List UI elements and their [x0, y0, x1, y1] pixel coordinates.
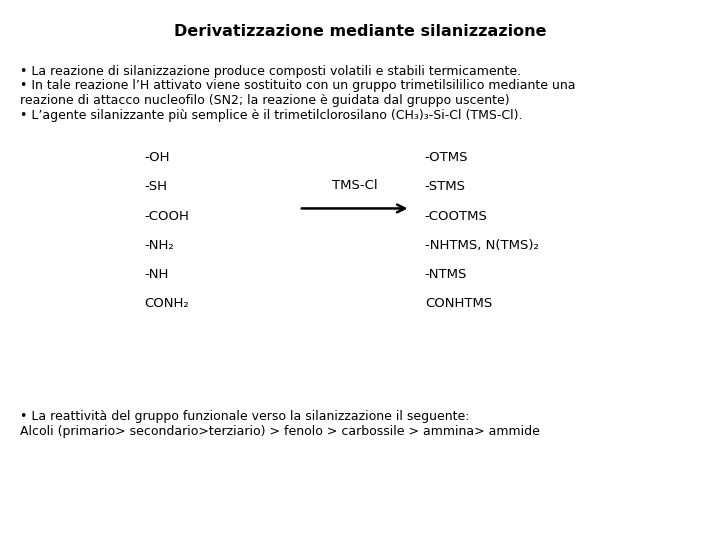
Text: • L’agente silanizzante più semplice è il trimetilclorosilano (CH₃)₃-Si-Cl (TMS-: • L’agente silanizzante più semplice è i…	[20, 109, 523, 122]
Text: -NTMS: -NTMS	[425, 268, 467, 281]
Text: • La reazione di silanizzazione produce composti volatili e stabili termicamente: • La reazione di silanizzazione produce …	[20, 65, 521, 78]
Text: -NH: -NH	[144, 268, 168, 281]
Text: -OTMS: -OTMS	[425, 151, 468, 164]
Text: CONHTMS: CONHTMS	[425, 297, 492, 310]
Text: TMS-Cl: TMS-Cl	[332, 179, 377, 192]
Text: -OH: -OH	[144, 151, 169, 164]
Text: -SH: -SH	[144, 180, 167, 193]
Text: reazione di attacco nucleofilo (SN2; la reazione è guidata dal gruppo uscente): reazione di attacco nucleofilo (SN2; la …	[20, 94, 510, 107]
Text: • La reattività del gruppo funzionale verso la silanizzazione il seguente:: • La reattività del gruppo funzionale ve…	[20, 410, 469, 423]
Text: CONH₂: CONH₂	[144, 297, 189, 310]
Text: -NH₂: -NH₂	[144, 239, 174, 252]
Text: -COOH: -COOH	[144, 210, 189, 222]
Text: -NHTMS, N(TMS)₂: -NHTMS, N(TMS)₂	[425, 239, 539, 252]
Text: -COOTMS: -COOTMS	[425, 210, 487, 222]
Text: Alcoli (primario> secondario>terziario) > fenolo > carbossile > ammina> ammide: Alcoli (primario> secondario>terziario) …	[20, 425, 540, 438]
Text: -STMS: -STMS	[425, 180, 466, 193]
Text: Derivatizzazione mediante silanizzazione: Derivatizzazione mediante silanizzazione	[174, 24, 546, 39]
Text: • In tale reazione l’H attivato viene sostituito con un gruppo trimetilsililico : • In tale reazione l’H attivato viene so…	[20, 79, 576, 92]
